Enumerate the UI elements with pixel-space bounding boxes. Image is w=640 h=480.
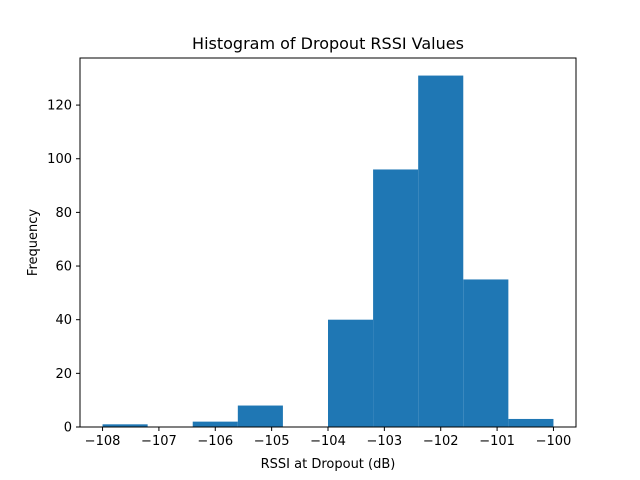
y-tick-label: 100 [47,152,72,167]
plot-frame [79,57,577,428]
y-tick-label: 120 [47,99,72,114]
x-axis-ticks: −108 −107 −106 −105 −104 −103 −102 −101 −100 [85,427,572,449]
y-axis-title: Frequency [26,209,41,276]
histogram-bar [237,405,283,427]
x-tick-label: −104 [310,434,346,449]
histogram-bar [508,418,554,427]
histogram-bar [328,319,374,427]
histogram-bar [463,279,509,427]
x-tick-label: −101 [479,434,515,449]
x-tick-label: −107 [141,434,177,449]
y-tick-label: 40 [55,313,72,328]
histogram-bar [102,424,148,427]
histogram-bar [418,75,464,428]
histogram-bar [373,169,419,428]
y-tick-label: 80 [55,206,72,221]
y-tick-label: 60 [55,260,72,275]
x-tick-label: −103 [367,434,403,449]
chart-title: Histogram of Dropout RSSI Values [192,34,464,53]
x-axis-title: RSSI at Dropout (dB) [261,457,396,472]
bars-group [102,75,554,428]
x-tick-label: −108 [85,434,121,449]
y-tick-label: 0 [64,421,72,436]
y-tick-label: 20 [55,367,72,382]
y-axis-ticks: 0 20 40 60 80 100 120 [47,99,80,436]
x-tick-label: −100 [536,434,572,449]
x-tick-label: −102 [423,434,459,449]
x-tick-label: −106 [197,434,233,449]
x-tick-label: −105 [254,434,290,449]
histogram-bar [192,421,238,427]
